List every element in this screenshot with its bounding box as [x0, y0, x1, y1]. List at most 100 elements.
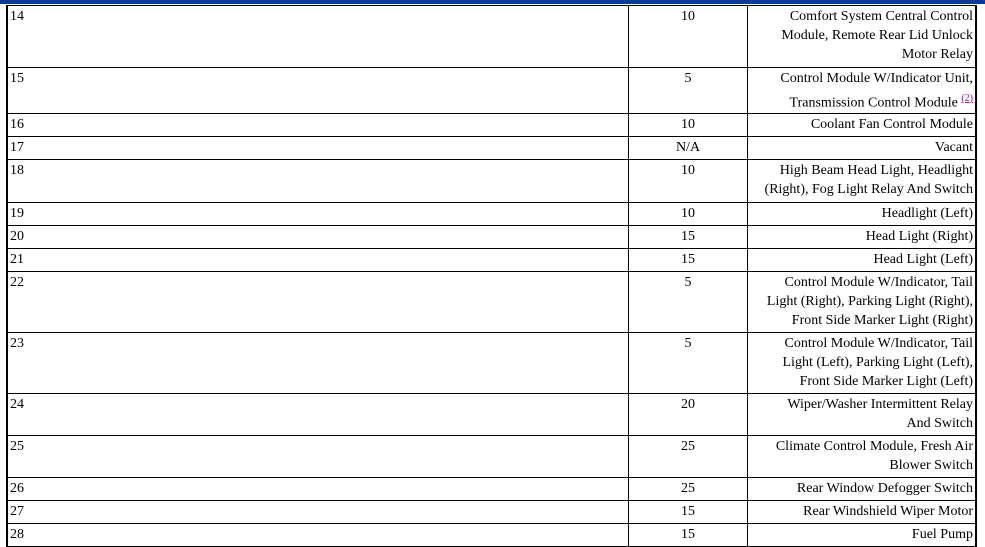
description-line: Coolant Fan Control Module — [750, 115, 973, 134]
fuse-number: 17 — [6, 135, 629, 160]
description-text: Climate Control Module, Fresh Air — [775, 438, 973, 454]
description-line: Head Light (Left) — [750, 250, 973, 269]
circuit-protected: Wiper/Washer Intermittent Relay And Switc… — [747, 392, 977, 436]
fuse-amperage: 10 — [628, 158, 748, 203]
description-line: Light (Left), Parking Light (Left), — [750, 353, 974, 372]
description-line: Vacant — [750, 138, 973, 157]
circuit-protected: Coolant Fan Control Module — [747, 112, 977, 137]
fuse-amperage: N/A — [628, 135, 748, 160]
fuse-amperage: 15 — [628, 499, 748, 524]
description-line: Wiper/Washer Intermittent Relay — [750, 395, 973, 414]
description-line: (Right), Fog Light Relay And Switch — [750, 180, 973, 199]
fuse-number: 22 — [6, 270, 629, 333]
table-row: 28 15 Fuel Pump — [6, 522, 977, 547]
table-row: 16 10 Coolant Fan Control Module — [6, 112, 977, 137]
description-line: Control Module W/Indicator, Tail — [750, 334, 973, 353]
circuit-protected: Control Module W/Indicator Unit, Transmis… — [747, 67, 977, 114]
circuit-protected: Fuel Pump — [747, 522, 977, 547]
description-line: Module, Remote Rear Lid Unlock — [750, 26, 973, 45]
description-text: Light (Right), Parking Light (Right), — [766, 293, 973, 309]
description-text: Coolant Fan Control Module — [810, 116, 973, 132]
table-row: 21 15 Head Light (Left) — [6, 247, 977, 272]
description-line: Motor Relay — [750, 45, 973, 64]
description-line: And Switch — [750, 414, 974, 433]
fuse-amperage: 15 — [628, 522, 748, 547]
description-text: Control Module W/Indicator, Tail — [784, 274, 973, 290]
description-line: Control Module W/Indicator Unit, — [750, 69, 973, 88]
fuse-number: 16 — [6, 112, 629, 137]
description-text: And Switch — [906, 415, 974, 431]
fuse-amperage: 25 — [628, 434, 748, 478]
table-row: 26 25 Rear Window Defogger Switch — [6, 476, 977, 501]
description-line: Rear Windshield Wiper Motor — [750, 502, 973, 521]
description-text: Control Module W/Indicator Unit, — [780, 71, 973, 86]
fuse-amperage: 20 — [628, 392, 748, 436]
circuit-protected: Head Light (Left) — [747, 247, 977, 272]
fuse-number: 28 — [6, 522, 629, 547]
description-line: Control Module W/Indicator, Tail — [750, 273, 973, 292]
top-bar — [0, 0, 985, 4]
description-text: Transmission Control Module — [789, 95, 958, 111]
description-line: High Beam Head Light, Headlight — [750, 161, 973, 180]
description-text: Head Light (Left) — [873, 251, 973, 267]
fuse-amperage: 5 — [628, 270, 748, 333]
table-row: 23 5 Control Module W/Indicator, Tail Light… — [6, 331, 977, 394]
table-row: 24 20 Wiper/Washer Intermittent Relay And S… — [6, 392, 977, 436]
circuit-protected: Control Module W/Indicator, Tail Light (L… — [747, 331, 977, 394]
fuse-table: 14 10 Comfort System Central Control Module… — [6, 5, 977, 547]
description-text: (Right), Fog Light Relay And Switch — [764, 181, 973, 197]
fuse-number: 18 — [6, 158, 629, 203]
circuit-protected: Headlight (Left) — [747, 201, 977, 226]
description-text: Control Module W/Indicator, Tail — [784, 335, 973, 351]
fuse-amperage: 10 — [628, 201, 748, 226]
fuse-number: 15 — [6, 67, 629, 114]
description-line: Blower Switch — [750, 456, 973, 475]
table-row: 15 5 Control Module W/Indicator Unit, Trans… — [6, 67, 977, 114]
circuit-protected: Control Module W/Indicator, Tail Light (R… — [747, 270, 977, 333]
circuit-protected: High Beam Head Light, Headlight (Right), … — [747, 158, 977, 203]
fuse-amperage: 5 — [628, 331, 748, 394]
footnote-link[interactable]: (2) — [961, 93, 973, 104]
description-text: Blower Switch — [889, 457, 973, 473]
description-text: Front Side Marker Light (Left) — [799, 373, 973, 389]
table-row: 27 15 Rear Windshield Wiper Motor — [6, 499, 977, 524]
fuse-amperage: 10 — [628, 112, 748, 137]
description-text: Wiper/Washer Intermittent Relay — [787, 396, 973, 412]
description-line: Head Light (Right) — [750, 227, 973, 246]
fuse-number: 23 — [6, 331, 629, 394]
description-text: Fuel Pump — [911, 526, 973, 542]
description-text: Headlight (Left) — [881, 205, 973, 221]
fuse-number: 26 — [6, 476, 629, 501]
table-row: 22 5 Control Module W/Indicator, Tail Light… — [6, 270, 977, 333]
description-text: Rear Window Defogger Switch — [796, 480, 973, 496]
table-row: 19 10 Headlight (Left) — [6, 201, 977, 226]
table-row: 25 25 Climate Control Module, Fresh Air Blo… — [6, 434, 977, 478]
description-line: Headlight (Left) — [750, 204, 973, 223]
fuse-number: 19 — [6, 201, 629, 226]
description-text: Rear Windshield Wiper Motor — [803, 503, 973, 519]
description-text: Front Side Marker Light (Right) — [791, 312, 973, 328]
fuse-number: 27 — [6, 499, 629, 524]
description-line: Climate Control Module, Fresh Air — [750, 437, 973, 456]
description-line: Fuel Pump — [750, 525, 973, 544]
circuit-protected: Comfort System Central Control Module, Re… — [747, 5, 977, 68]
description-text: Motor Relay — [901, 47, 973, 62]
description-line: Front Side Marker Light (Right) — [750, 311, 973, 330]
circuit-protected: Rear Windshield Wiper Motor — [747, 499, 977, 524]
description-text: Vacant — [934, 139, 973, 155]
description-text: Module, Remote Rear Lid Unlock — [781, 28, 973, 43]
circuit-protected: Rear Window Defogger Switch — [747, 476, 977, 501]
fuse-amperage: 5 — [628, 67, 748, 114]
table-row: 17 N/A Vacant — [6, 135, 977, 160]
description-text: High Beam Head Light, Headlight — [779, 162, 973, 178]
description-line: Light (Right), Parking Light (Right), — [750, 292, 973, 311]
fuse-amperage: 15 — [628, 247, 748, 272]
description-text: Head Light (Right) — [865, 228, 973, 244]
fuse-number: 14 — [6, 5, 629, 68]
table-row: 14 10 Comfort System Central Control Module… — [6, 5, 977, 68]
description-text: Light (Left), Parking Light (Left), — [782, 354, 974, 370]
circuit-protected: Climate Control Module, Fresh Air Blower … — [747, 434, 977, 478]
fuse-amperage: 10 — [628, 5, 748, 68]
fuse-number: 20 — [6, 224, 629, 249]
description-line: Transmission Control Module (2) — [750, 88, 973, 113]
